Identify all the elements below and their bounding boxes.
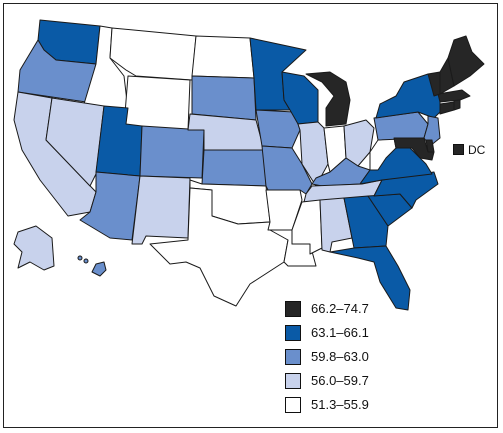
state-nv: [45, 97, 105, 187]
state-ia: [255, 109, 301, 149]
state-hi-island-1: [77, 255, 83, 261]
legend-item: 63.1–66.1: [285, 323, 369, 342]
state-ri: [453, 99, 461, 111]
state-nd: [191, 35, 255, 79]
state-sd: [191, 75, 257, 121]
state-tx: [149, 187, 289, 307]
state-hi: [91, 261, 107, 277]
legend-swatch: [285, 324, 301, 341]
state-mi: [305, 71, 351, 127]
legend-item: 51.3–55.9: [285, 395, 369, 414]
dc-label: DC: [468, 143, 486, 157]
legend-item: 66.2–74.7: [285, 299, 369, 318]
state-ak: [13, 225, 55, 271]
legend-swatch: [285, 396, 301, 413]
state-wy: [123, 75, 191, 131]
legend-label: 51.3–55.9: [311, 397, 369, 412]
state-ma: [437, 89, 471, 103]
state-co: [139, 125, 205, 179]
state-nm: [131, 175, 191, 245]
legend-label: 66.2–74.7: [311, 301, 369, 316]
legend: 66.2–74.7 63.1–66.1 59.8–63.0 56.0–59.7 …: [285, 299, 369, 419]
state-mt: [109, 27, 197, 81]
legend-label: 56.0–59.7: [311, 373, 369, 388]
legend-swatch: [285, 300, 301, 317]
state-ct: [439, 101, 455, 115]
legend-label: 59.8–63.0: [311, 349, 369, 364]
legend-swatch: [285, 348, 301, 365]
state-fl: [329, 245, 411, 311]
state-hi-island-2: [83, 258, 89, 264]
legend-label: 63.1–66.1: [311, 325, 369, 340]
legend-item: 59.8–63.0: [285, 347, 369, 366]
state-ks: [201, 149, 267, 187]
state-md: [393, 137, 435, 161]
legend-swatch: [285, 372, 301, 389]
state-me: [447, 35, 485, 87]
dc-swatch: [453, 144, 464, 155]
legend-item: 56.0–59.7: [285, 371, 369, 390]
